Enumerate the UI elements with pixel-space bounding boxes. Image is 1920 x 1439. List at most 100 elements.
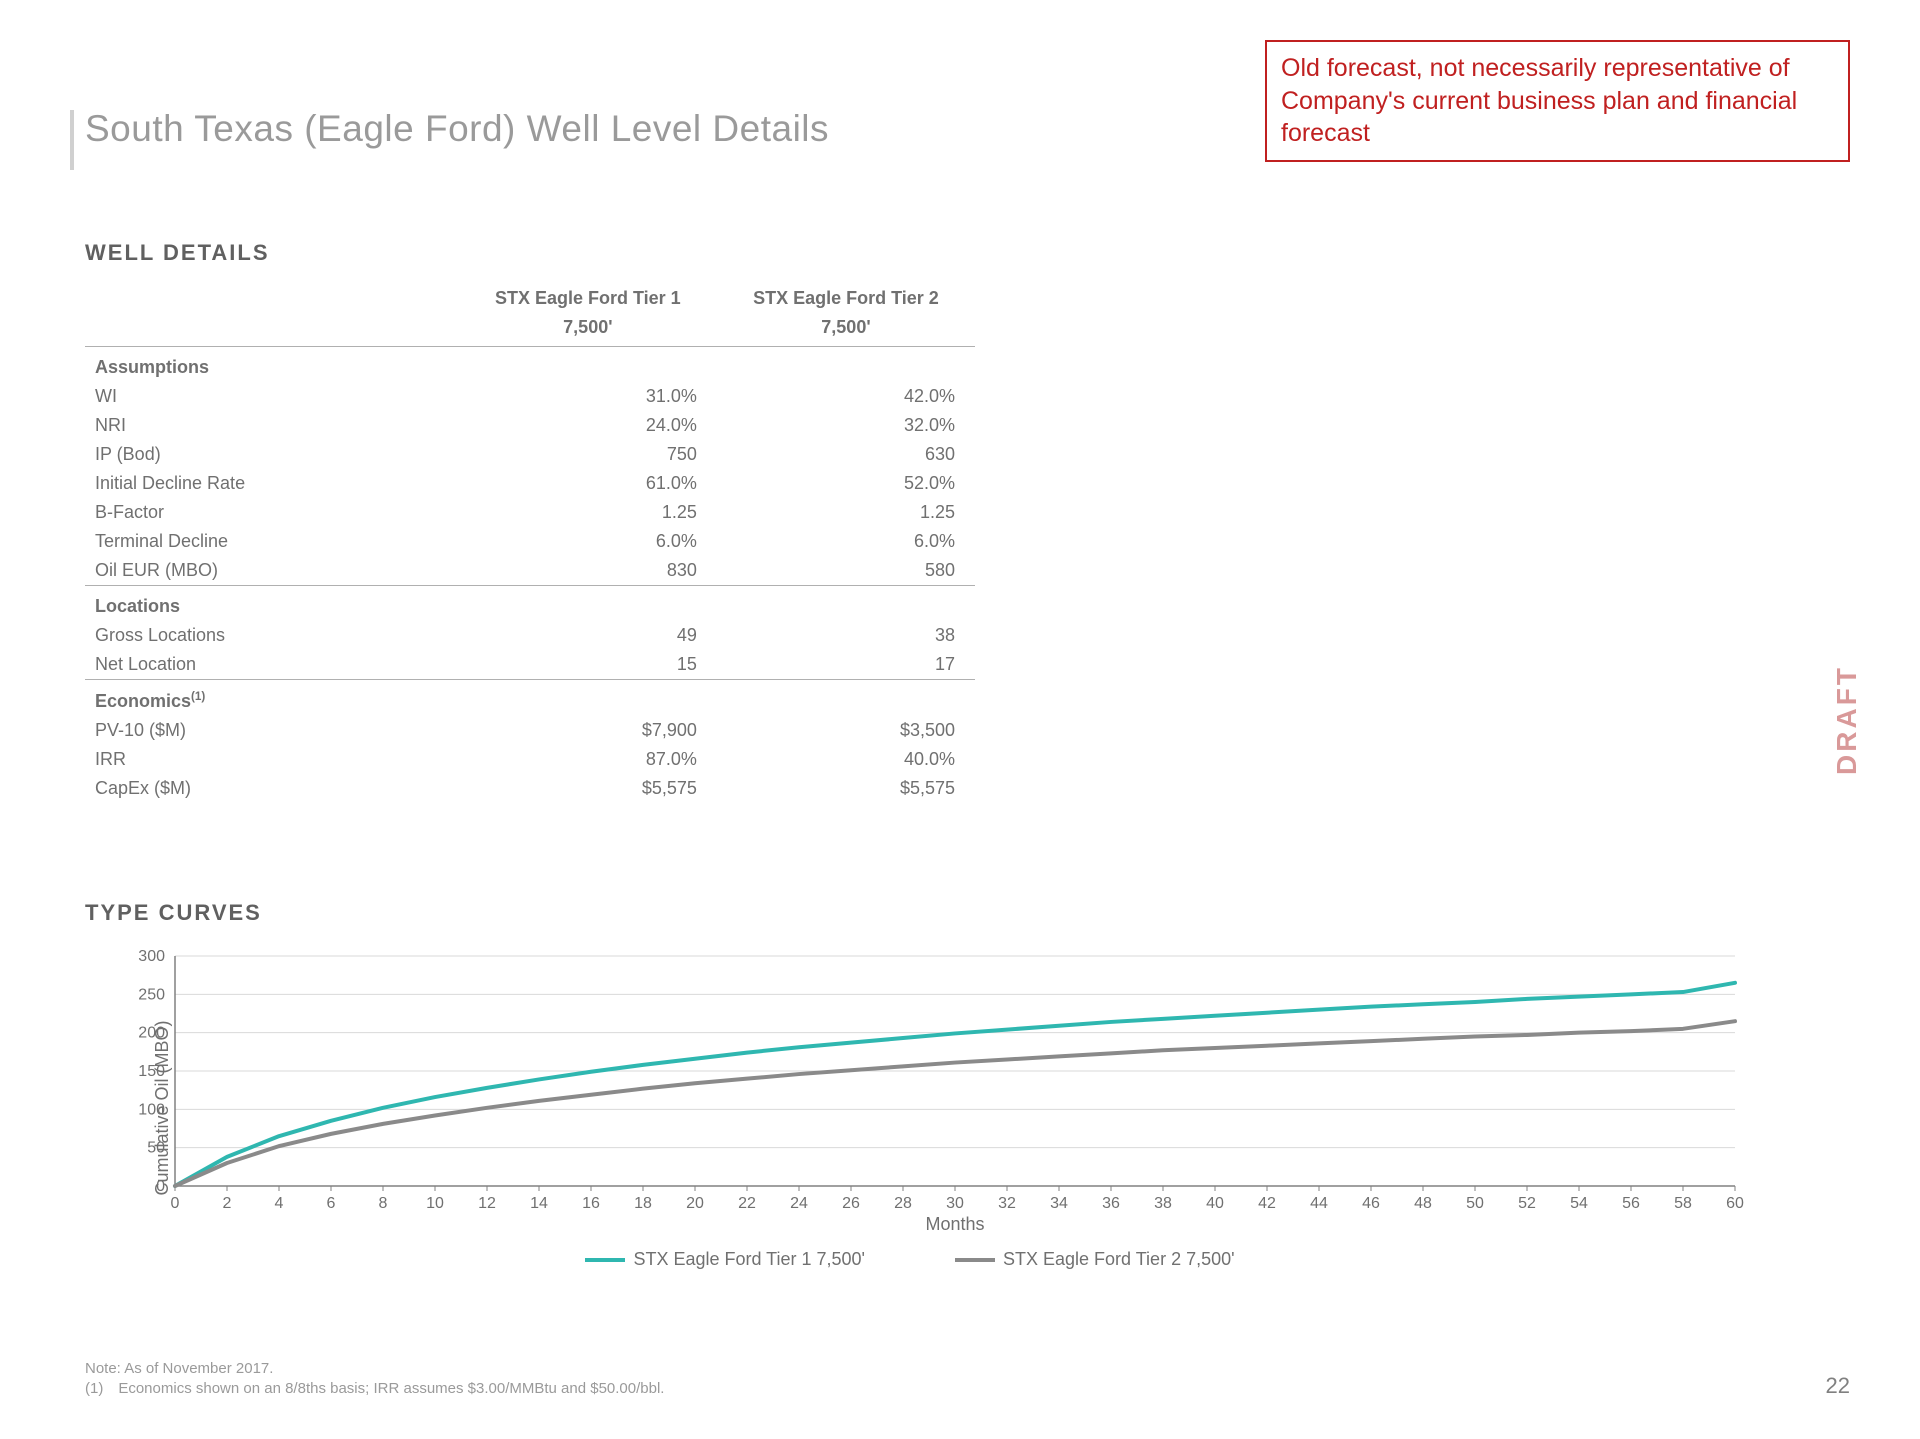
col-subheader-2: 7,500' — [717, 313, 975, 347]
svg-text:250: 250 — [138, 986, 165, 1003]
svg-text:4: 4 — [275, 1195, 284, 1212]
svg-text:30: 30 — [946, 1195, 964, 1212]
row-value-tier1: 830 — [459, 556, 717, 586]
row-value-tier1: 31.0% — [459, 382, 717, 411]
svg-text:18: 18 — [634, 1195, 652, 1212]
table-group-label: Economics(1) — [85, 680, 975, 716]
row-label: IRR — [85, 745, 459, 774]
legend-label: STX Eagle Ford Tier 1 7,500' — [633, 1249, 865, 1269]
svg-text:16: 16 — [582, 1195, 600, 1212]
svg-text:20: 20 — [686, 1195, 704, 1212]
row-value-tier2: 32.0% — [717, 411, 975, 440]
svg-text:12: 12 — [478, 1195, 496, 1212]
row-label: IP (Bod) — [85, 440, 459, 469]
svg-text:26: 26 — [842, 1195, 860, 1212]
svg-text:28: 28 — [894, 1195, 912, 1212]
table-row: PV-10 ($M)$7,900$3,500 — [85, 716, 975, 745]
row-value-tier2: 630 — [717, 440, 975, 469]
svg-text:6: 6 — [327, 1195, 336, 1212]
row-label: Oil EUR (MBO) — [85, 556, 459, 586]
svg-text:14: 14 — [530, 1195, 548, 1212]
svg-text:Months: Months — [925, 1214, 984, 1234]
row-value-tier2: 1.25 — [717, 498, 975, 527]
disclaimer-callout: Old forecast, not necessarily representa… — [1265, 40, 1850, 162]
page-number: 22 — [1826, 1373, 1850, 1399]
svg-text:60: 60 — [1726, 1195, 1744, 1212]
svg-text:42: 42 — [1258, 1195, 1276, 1212]
draft-watermark: DRAFT — [1831, 665, 1863, 775]
legend-swatch — [585, 1258, 625, 1262]
table-row: Initial Decline Rate61.0%52.0% — [85, 469, 975, 498]
well-details-table: STX Eagle Ford Tier 1 STX Eagle Ford Tie… — [85, 284, 975, 803]
table-group-label: Assumptions — [85, 347, 975, 383]
row-label: B-Factor — [85, 498, 459, 527]
table-row: IP (Bod)750630 — [85, 440, 975, 469]
row-value-tier2: 38 — [717, 621, 975, 650]
table-row: WI31.0%42.0% — [85, 382, 975, 411]
row-label: NRI — [85, 411, 459, 440]
row-value-tier2: 42.0% — [717, 382, 975, 411]
footnote-note: Note: As of November 2017. — [85, 1359, 664, 1379]
svg-text:44: 44 — [1310, 1195, 1328, 1212]
well-details-section: WELL DETAILS STX Eagle Ford Tier 1 STX E… — [85, 240, 975, 803]
svg-text:50: 50 — [1466, 1195, 1484, 1212]
svg-text:48: 48 — [1414, 1195, 1432, 1212]
row-value-tier2: $5,575 — [717, 774, 975, 803]
svg-text:300: 300 — [138, 948, 165, 965]
row-label: WI — [85, 382, 459, 411]
chart-y-axis-label: Cumulative Oil (MBO) — [152, 1020, 173, 1195]
svg-text:58: 58 — [1674, 1195, 1692, 1212]
footnote-1: (1) Economics shown on an 8/8ths basis; … — [85, 1379, 664, 1399]
title-accent-bar — [70, 110, 74, 170]
row-value-tier1: $7,900 — [459, 716, 717, 745]
row-label: Initial Decline Rate — [85, 469, 459, 498]
footnotes: Note: As of November 2017. (1) Economics… — [85, 1359, 664, 1400]
row-value-tier2: 17 — [717, 650, 975, 680]
row-value-tier2: 40.0% — [717, 745, 975, 774]
table-row: B-Factor1.251.25 — [85, 498, 975, 527]
type-curves-section: TYPE CURVES Cumulative Oil (MBO) 0501001… — [85, 900, 1765, 1270]
svg-text:54: 54 — [1570, 1195, 1588, 1212]
page-title: South Texas (Eagle Ford) Well Level Deta… — [85, 108, 829, 150]
col-header-2: STX Eagle Ford Tier 2 — [717, 284, 975, 313]
chart-legend: STX Eagle Ford Tier 1 7,500' STX Eagle Fo… — [85, 1249, 1765, 1270]
svg-text:10: 10 — [426, 1195, 444, 1212]
svg-text:32: 32 — [998, 1195, 1016, 1212]
row-value-tier2: $3,500 — [717, 716, 975, 745]
table-row: Terminal Decline6.0%6.0% — [85, 527, 975, 556]
svg-text:40: 40 — [1206, 1195, 1224, 1212]
table-row: Oil EUR (MBO)830580 — [85, 556, 975, 586]
row-value-tier1: 750 — [459, 440, 717, 469]
row-label: PV-10 ($M) — [85, 716, 459, 745]
table-row: IRR87.0%40.0% — [85, 745, 975, 774]
row-label: Gross Locations — [85, 621, 459, 650]
row-value-tier1: 6.0% — [459, 527, 717, 556]
type-curves-chart: Cumulative Oil (MBO) 0501001502002503000… — [85, 946, 1765, 1270]
legend-label: STX Eagle Ford Tier 2 7,500' — [1003, 1249, 1235, 1269]
svg-text:56: 56 — [1622, 1195, 1640, 1212]
row-label: Net Location — [85, 650, 459, 680]
legend-swatch — [955, 1258, 995, 1262]
row-value-tier1: 87.0% — [459, 745, 717, 774]
col-subheader-1: 7,500' — [459, 313, 717, 347]
row-value-tier2: 6.0% — [717, 527, 975, 556]
row-value-tier2: 52.0% — [717, 469, 975, 498]
slide-page: South Texas (Eagle Ford) Well Level Deta… — [0, 0, 1920, 1439]
svg-text:0: 0 — [171, 1195, 180, 1212]
row-value-tier2: 580 — [717, 556, 975, 586]
svg-text:38: 38 — [1154, 1195, 1172, 1212]
type-curves-heading: TYPE CURVES — [85, 900, 1765, 926]
row-value-tier1: 15 — [459, 650, 717, 680]
well-details-heading: WELL DETAILS — [85, 240, 975, 266]
svg-text:24: 24 — [790, 1195, 808, 1212]
svg-text:36: 36 — [1102, 1195, 1120, 1212]
svg-text:34: 34 — [1050, 1195, 1068, 1212]
svg-text:22: 22 — [738, 1195, 756, 1212]
row-label: CapEx ($M) — [85, 774, 459, 803]
svg-text:2: 2 — [223, 1195, 232, 1212]
chart-svg: 0501001502002503000246810121416182022242… — [85, 946, 1755, 1236]
row-value-tier1: 24.0% — [459, 411, 717, 440]
table-row: Gross Locations4938 — [85, 621, 975, 650]
row-value-tier1: 1.25 — [459, 498, 717, 527]
row-value-tier1: $5,575 — [459, 774, 717, 803]
